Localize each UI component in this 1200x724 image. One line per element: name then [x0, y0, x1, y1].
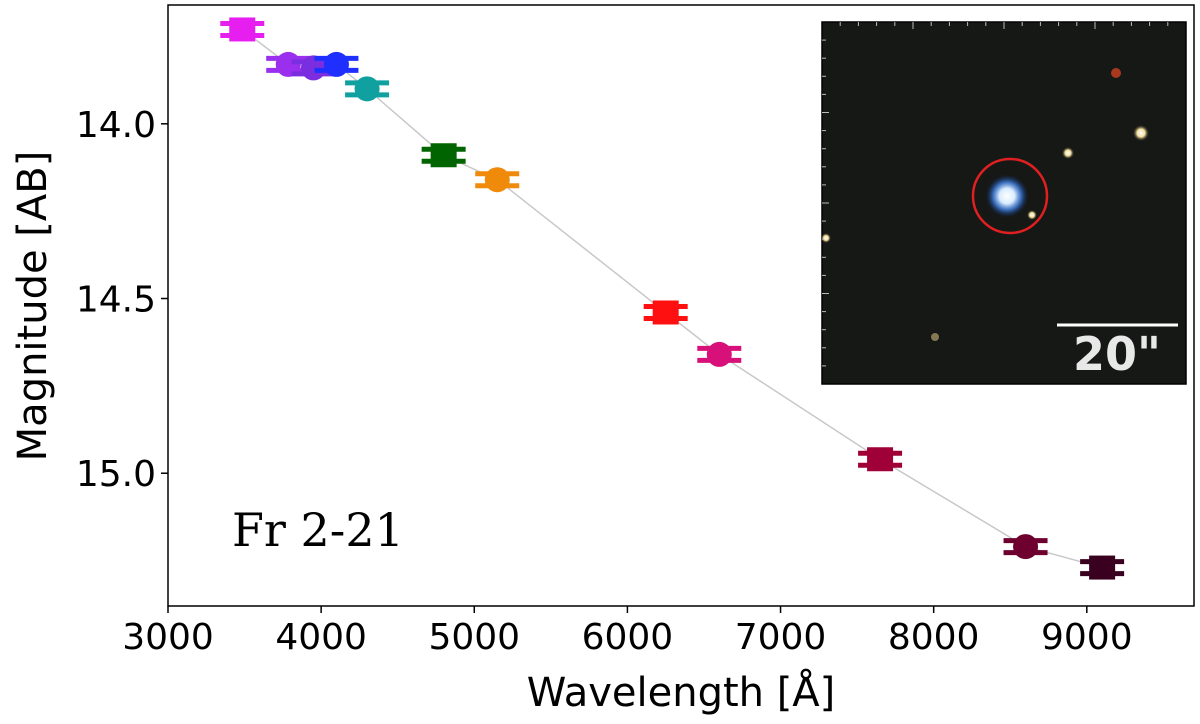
object-name-label: Fr 2-21	[232, 503, 404, 557]
field-star-6	[1027, 210, 1037, 220]
y-tick-label: 15.0	[76, 454, 156, 495]
x-tick-label: 5000	[428, 617, 520, 658]
x-tick-label: 7000	[735, 617, 827, 658]
field-star-4	[821, 233, 831, 243]
circle-marker	[706, 341, 732, 367]
data-point	[421, 143, 466, 168]
circle-marker	[323, 51, 349, 77]
field-star-5	[931, 333, 939, 341]
x-axis-label: Wavelength [Å]	[527, 668, 836, 716]
circle-marker	[354, 76, 380, 102]
data-point	[475, 167, 520, 193]
axes: 3000 4000 5000 6000 7000 8000 9000 14.0 14.5 15.0	[76, 105, 1133, 658]
x-tick-label: 3000	[122, 617, 214, 658]
data-point	[345, 76, 390, 102]
circle-marker	[300, 55, 326, 81]
y-axis-label: Magnitude [AB]	[10, 151, 56, 462]
data-point	[1003, 534, 1048, 560]
square-marker	[652, 300, 679, 325]
x-tick-label: 9000	[1041, 617, 1133, 658]
square-marker	[1089, 555, 1116, 580]
data-point	[314, 51, 359, 77]
target-star	[985, 174, 1029, 218]
x-tick-label: 8000	[888, 617, 980, 658]
field-star-3	[1111, 68, 1121, 78]
target-circle	[971, 157, 1049, 235]
x-tick-label: 6000	[582, 617, 674, 658]
data-point	[220, 17, 265, 42]
square-marker	[867, 447, 894, 472]
field-star-1	[1133, 125, 1149, 141]
data-point	[697, 341, 742, 367]
data-point	[643, 300, 688, 325]
data-point	[858, 447, 903, 472]
data-point	[1080, 555, 1125, 580]
scale-bar-label: 20"	[1073, 327, 1161, 381]
inset-ticks	[822, 22, 1169, 367]
y-tick-label: 14.0	[76, 105, 156, 146]
data-markers	[220, 17, 1125, 580]
circle-marker	[1013, 534, 1039, 560]
circle-marker	[484, 167, 510, 193]
x-tick-label: 4000	[275, 617, 367, 658]
square-marker	[430, 143, 457, 168]
inset-image: 20"	[821, 21, 1187, 385]
circle-marker	[275, 51, 301, 77]
y-tick-label: 14.5	[76, 280, 156, 321]
square-marker	[229, 17, 256, 42]
field-star-2	[1062, 147, 1074, 159]
